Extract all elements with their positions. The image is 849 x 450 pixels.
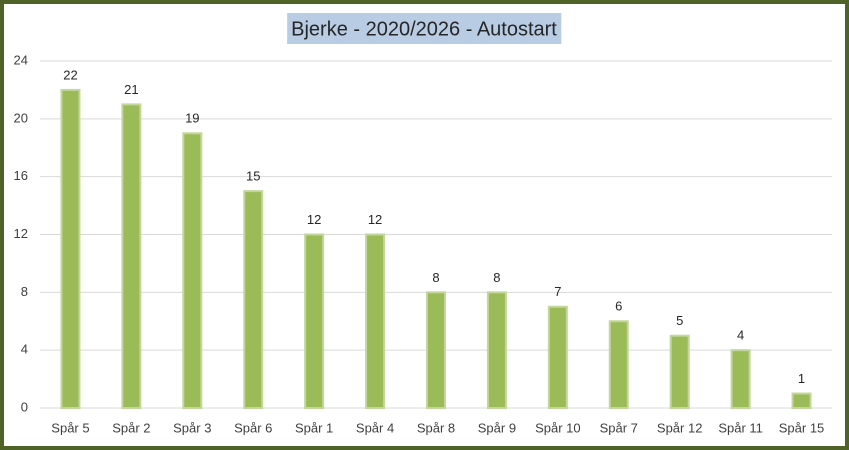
bar <box>547 305 568 409</box>
x-tick-label: Spår 2 <box>112 420 150 435</box>
data-label: 12 <box>368 212 382 227</box>
bar <box>243 190 264 409</box>
chart-title: Bjerke - 2020/2026 - Autostart <box>291 18 557 40</box>
y-tick-label: 24 <box>14 52 28 67</box>
bar <box>365 233 386 409</box>
data-label: 12 <box>307 212 321 227</box>
bar <box>60 88 81 410</box>
y-tick-label: 4 <box>21 342 28 357</box>
x-tick-label: Spår 4 <box>356 420 394 435</box>
x-tick-label: Spår 3 <box>173 420 211 435</box>
bar <box>121 103 142 409</box>
x-tick-label: Spår 12 <box>657 420 703 435</box>
x-tick-label: Spår 8 <box>417 420 455 435</box>
data-label: 7 <box>554 284 561 299</box>
data-label: 19 <box>185 111 199 126</box>
y-tick-label: 12 <box>14 226 28 241</box>
bar <box>730 349 751 409</box>
data-label: 8 <box>432 270 439 285</box>
y-tick-label: 20 <box>14 110 28 125</box>
x-tick-label: Spår 9 <box>478 420 516 435</box>
bar <box>486 291 507 410</box>
bar <box>669 334 690 410</box>
data-label: 1 <box>798 371 805 386</box>
bar <box>304 233 325 409</box>
x-tick-label: Spår 15 <box>779 420 825 435</box>
title-highlight <box>287 13 562 44</box>
y-tick-label: 8 <box>21 284 28 299</box>
y-tick-label: 0 <box>21 399 28 414</box>
bar <box>426 291 446 410</box>
data-label: 21 <box>124 82 138 97</box>
data-label: 22 <box>63 67 77 82</box>
data-label: 4 <box>737 328 744 343</box>
data-label: 5 <box>676 313 683 328</box>
bar <box>608 320 629 409</box>
y-tick-label: 16 <box>14 168 28 183</box>
bar <box>791 392 812 409</box>
data-label: 6 <box>615 299 622 314</box>
data-label: 15 <box>246 169 260 184</box>
x-tick-label: Spår 1 <box>295 420 333 435</box>
x-tick-label: Spår 11 <box>718 420 763 435</box>
x-tick-label: Spår 6 <box>234 420 272 435</box>
data-label: 8 <box>493 270 500 285</box>
bar <box>182 132 203 410</box>
x-tick-label: Spår 5 <box>51 420 89 435</box>
x-tick-label: Spår 10 <box>535 420 581 435</box>
x-tick-label: Spår 7 <box>600 420 638 435</box>
